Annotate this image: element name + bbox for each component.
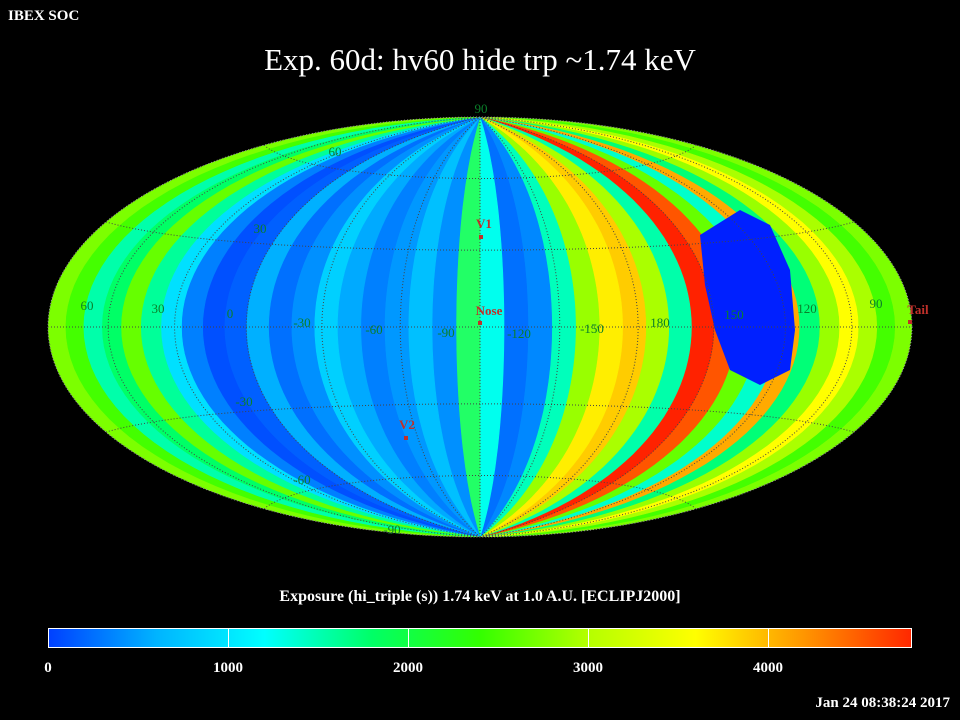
meridian-line — [107, 117, 481, 537]
colorbar-title: Exposure (hi_triple (s)) 1.74 keV at 1.0… — [279, 588, 681, 605]
marker-dot — [478, 321, 482, 325]
colorbar-tick-label: 1000 — [213, 660, 243, 676]
longitude-label: 60 — [81, 298, 94, 313]
longitude-label: -120 — [507, 326, 531, 341]
map-border — [47, 116, 913, 538]
longitude-label: -90 — [437, 325, 454, 340]
meridian-line — [479, 117, 561, 537]
longitude-label: 180 — [650, 315, 670, 330]
colorbar-tick-label: 3000 — [573, 660, 603, 676]
colorbar-tick-line — [228, 628, 229, 648]
colorbar-tick-label: 2000 — [393, 660, 423, 676]
latitude-label: 30 — [254, 221, 267, 236]
longitude-label: -30 — [293, 315, 310, 330]
app-label: IBEX SOC — [8, 8, 80, 24]
latitude-label: -90 — [383, 522, 400, 537]
meridian-line — [321, 117, 481, 537]
longitude-label: 0 — [227, 306, 234, 321]
marker-dot — [908, 320, 912, 324]
map-title: Exp. 60d: hv60 hide trp ~1.74 keV — [264, 42, 696, 77]
meridian-line — [399, 117, 481, 537]
meridian-line — [479, 117, 639, 537]
colorbar-tick-label: 4000 — [753, 660, 783, 676]
marker-label: V2 — [399, 417, 415, 432]
latitude-label: -30 — [235, 394, 252, 409]
colorbar-tick-label: 0 — [44, 660, 52, 676]
colorbar-tick-line — [768, 628, 769, 648]
longitude-label: 120 — [797, 301, 817, 316]
latitude-label: 60 — [329, 144, 342, 159]
longitude-label: 30 — [152, 301, 165, 316]
latitude-label: 90 — [475, 101, 488, 116]
sky-map: 60 30 0 -30 -60 -90 -120 -150 180 150 120 90 90 60 30 -… — [47, 101, 929, 538]
longitude-label: 90 — [870, 296, 883, 311]
timestamp: Jan 24 08:38:24 2017 — [815, 695, 950, 711]
longitude-label: -60 — [365, 322, 382, 337]
meridian-line — [479, 117, 787, 537]
marker-label: Tail — [907, 302, 929, 317]
longitude-label: -150 — [580, 321, 604, 336]
meridian-line — [479, 117, 853, 537]
latitude-label: -60 — [293, 472, 310, 487]
marker-label: V1 — [476, 216, 492, 231]
longitude-label: 150 — [724, 307, 744, 322]
marker-label: Nose — [476, 303, 503, 318]
parallel-line — [105, 403, 855, 433]
marker-dot — [479, 235, 483, 239]
parallel-line — [105, 221, 855, 251]
colorbar-tick-line — [588, 628, 589, 648]
low-exposure-region — [700, 210, 795, 385]
colorbar-tick-line — [408, 628, 409, 648]
colorbar — [48, 628, 912, 648]
marker-dot — [404, 436, 408, 440]
